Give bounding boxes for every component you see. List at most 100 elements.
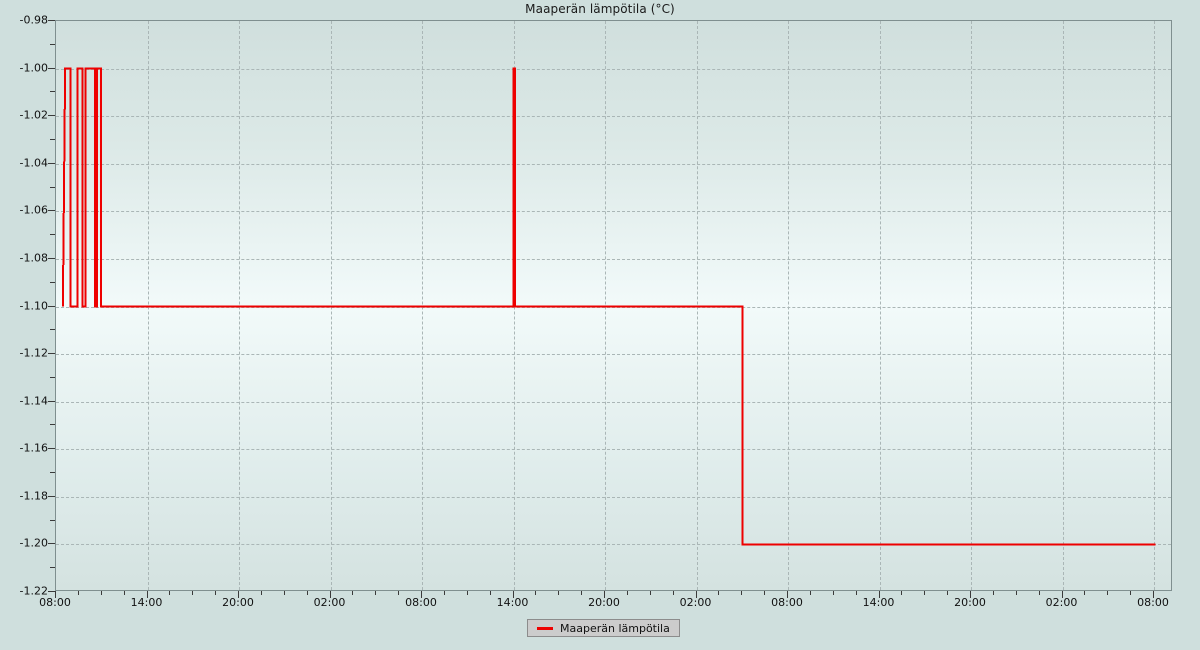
y-axis-tick-major bbox=[48, 400, 55, 402]
x-axis-tick-label: 14:00 bbox=[130, 596, 163, 609]
x-axis-tick-label: 20:00 bbox=[588, 596, 620, 609]
y-axis-tick-major bbox=[48, 591, 55, 592]
x-axis-tick-major bbox=[512, 591, 514, 598]
y-axis-tick-minor bbox=[50, 43, 55, 45]
y-axis-tick-label: -1.20 bbox=[19, 536, 48, 550]
gridline-horizontal bbox=[56, 449, 1171, 451]
y-axis-tick-major bbox=[48, 115, 55, 117]
x-axis-tick-minor bbox=[1084, 591, 1086, 595]
x-axis-tick-minor bbox=[192, 591, 194, 595]
y-axis-tick-label: -1.02 bbox=[19, 108, 48, 122]
y-axis-tick-label: -1.06 bbox=[19, 203, 48, 217]
x-axis-tick-minor bbox=[375, 591, 377, 595]
x-axis-tick-minor bbox=[901, 591, 903, 595]
x-axis-tick-label: 14:00 bbox=[496, 596, 529, 609]
y-axis-tick-minor bbox=[50, 234, 55, 236]
x-axis-tick-major bbox=[604, 591, 605, 598]
x-axis-tick-minor bbox=[398, 591, 400, 595]
x-axis-tick-major bbox=[238, 591, 239, 598]
x-axis-tick-minor bbox=[947, 591, 949, 595]
x-axis-tick-major bbox=[787, 591, 788, 598]
x-axis-tick-minor bbox=[260, 591, 262, 595]
x-axis-tick-minor bbox=[215, 591, 217, 595]
x-axis-tick-label: 20:00 bbox=[954, 596, 986, 609]
y-axis-tick-label: -1.08 bbox=[19, 251, 48, 265]
y-axis-tick-label: -1.22 bbox=[19, 584, 48, 598]
gridline-vertical bbox=[1062, 21, 1064, 590]
y-axis-tick-label: -1.14 bbox=[19, 394, 48, 408]
x-axis-tick-minor bbox=[809, 591, 811, 595]
x-axis-tick-minor bbox=[100, 591, 102, 595]
chart-title: Maaperän lämpötila (°C) bbox=[525, 2, 675, 16]
y-axis-tick-label: -1.00 bbox=[19, 61, 48, 75]
series-line bbox=[61, 67, 1156, 546]
x-axis-tick-minor bbox=[77, 591, 79, 595]
y-axis-tick-label: -1.10 bbox=[19, 299, 48, 312]
x-axis-tick-minor bbox=[352, 591, 354, 595]
legend-label: Maaperän lämpötila bbox=[560, 621, 670, 635]
y-axis-tick-major bbox=[48, 20, 55, 21]
x-axis-tick-major bbox=[146, 591, 148, 598]
y-axis-tick-major bbox=[48, 67, 55, 69]
x-axis-tick-minor bbox=[581, 591, 583, 595]
y-axis-tick-label: -0.98 bbox=[19, 13, 48, 27]
x-axis-tick-minor bbox=[992, 591, 994, 595]
gridline-vertical bbox=[971, 21, 972, 590]
x-axis-tick-minor bbox=[283, 591, 285, 595]
y-axis-tick-major bbox=[48, 305, 55, 307]
x-axis-tick-minor bbox=[1038, 591, 1040, 595]
y-axis-tick-minor bbox=[50, 472, 55, 474]
x-axis-tick-label: 08:00 bbox=[1137, 596, 1169, 609]
chart-legend[interactable]: Maaperän lämpötila bbox=[527, 619, 680, 637]
x-axis-tick-minor bbox=[672, 591, 674, 595]
y-axis-tick-label: -1.18 bbox=[19, 489, 48, 503]
x-axis-tick-minor bbox=[443, 591, 445, 595]
gridline-vertical bbox=[788, 21, 789, 590]
x-axis-tick-label: 02:00 bbox=[1045, 596, 1078, 609]
x-axis-tick-minor bbox=[169, 591, 171, 595]
y-axis-tick-major bbox=[48, 210, 55, 212]
x-axis-tick-minor bbox=[489, 591, 491, 595]
x-axis-tick-minor bbox=[466, 591, 468, 595]
gridline-horizontal bbox=[56, 163, 1171, 165]
x-axis-tick-minor bbox=[1130, 591, 1132, 595]
x-axis-tick-label: 14:00 bbox=[862, 596, 895, 609]
x-axis-tick-major bbox=[55, 591, 56, 598]
y-axis-tick-minor bbox=[50, 138, 55, 140]
x-axis-tick-minor bbox=[741, 591, 743, 595]
x-axis-tick-minor bbox=[626, 591, 628, 595]
x-axis-tick-label: 08:00 bbox=[39, 596, 71, 609]
x-axis-tick-minor bbox=[649, 591, 651, 595]
y-axis-tick-minor bbox=[50, 567, 55, 569]
y-axis-tick-major bbox=[48, 543, 55, 545]
x-axis-tick-major bbox=[970, 591, 971, 598]
x-axis-tick-minor bbox=[855, 591, 857, 595]
y-axis-tick-major bbox=[48, 495, 55, 497]
y-axis-tick-label: -1.16 bbox=[19, 441, 48, 455]
x-axis-tick-minor bbox=[123, 591, 125, 595]
gridline-horizontal bbox=[56, 544, 1171, 546]
x-axis-tick-minor bbox=[1015, 591, 1017, 595]
legend-line-swatch-icon bbox=[537, 626, 553, 630]
x-axis-tick-major bbox=[421, 591, 422, 598]
x-axis-tick-minor bbox=[764, 591, 766, 595]
y-axis-tick-major bbox=[48, 353, 55, 355]
gridline-horizontal bbox=[56, 496, 1171, 498]
x-axis-tick-minor bbox=[1107, 591, 1109, 595]
x-axis-tick-minor bbox=[718, 591, 720, 595]
gridline-vertical bbox=[1154, 21, 1155, 590]
x-axis-tick-minor bbox=[924, 591, 926, 595]
y-axis-tick-minor bbox=[50, 281, 55, 283]
plot-area bbox=[55, 20, 1172, 591]
y-axis-tick-minor bbox=[50, 519, 55, 521]
gridline-vertical bbox=[879, 21, 881, 590]
x-axis-tick-label: 02:00 bbox=[313, 596, 346, 609]
x-axis-tick-minor bbox=[832, 591, 834, 595]
gridline-horizontal bbox=[56, 401, 1171, 403]
x-axis-tick-label: 08:00 bbox=[405, 596, 437, 609]
gridline-horizontal bbox=[56, 116, 1171, 118]
y-axis-tick-minor bbox=[50, 376, 55, 378]
x-axis-tick-minor bbox=[558, 591, 560, 595]
x-axis-tick-minor bbox=[535, 591, 537, 595]
